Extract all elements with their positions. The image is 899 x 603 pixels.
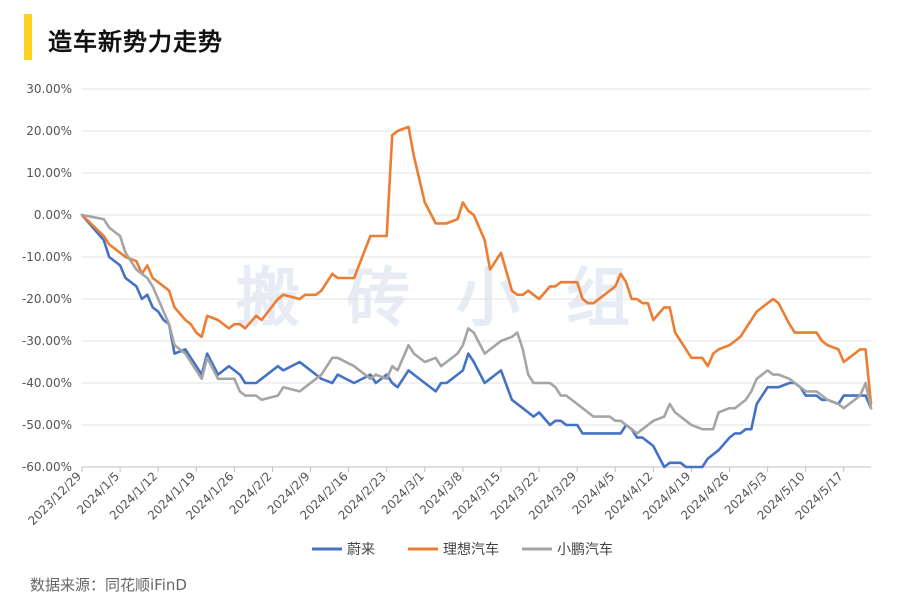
series-lines	[80, 125, 873, 469]
y-tick-label: -20.00%	[22, 292, 72, 306]
series-line-小鹏汽车	[80, 213, 873, 435]
series-line-蔚来	[80, 213, 873, 469]
chart-legend: 蔚来 理想汽车 小鹏汽车	[312, 541, 613, 558]
y-tick-label: -50.00%	[22, 418, 72, 432]
y-tick-label: -40.00%	[22, 376, 72, 390]
y-tick-label: -10.00%	[22, 250, 72, 264]
y-tick-label: 10.00%	[26, 166, 72, 180]
y-tick-label: 30.00%	[26, 82, 72, 96]
data-source-note: 数据来源：同花顺iFinD	[30, 576, 187, 594]
y-tick-label: 0.00%	[34, 208, 72, 222]
y-tick-label: 20.00%	[26, 124, 72, 138]
line-chart: 搬砖小组 30.00%20.00%10.00%0.00%-10.00%-20.0…	[22, 82, 873, 558]
legend-label: 蔚来	[347, 542, 375, 558]
chart-title: 造车新势力走势	[48, 28, 223, 56]
title-accent-bar	[24, 14, 32, 60]
y-tick-label: -60.00%	[22, 460, 72, 474]
y-axis: 30.00% 20.00% 10.00% 0.00% -10.00% -20.00% -30…	[22, 82, 72, 474]
legend-label: 理想汽车	[443, 541, 499, 558]
y-tick-label: -30.00%	[22, 334, 72, 348]
x-axis: 2023/12/292024/1/52024/1/122024/1/192024…	[25, 466, 871, 528]
x-tick-label: 2023/12/29	[25, 469, 84, 528]
series-line-理想汽车	[80, 125, 873, 406]
legend-label: 小鹏汽车	[557, 541, 613, 558]
